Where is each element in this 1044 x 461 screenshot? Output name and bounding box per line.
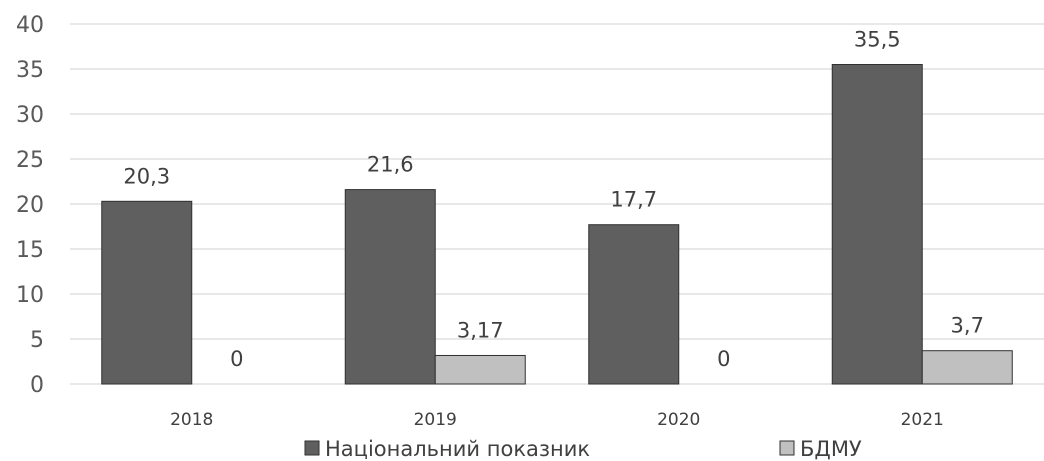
- x-category-label: 2019: [414, 410, 457, 430]
- bar: [831, 64, 923, 385]
- x-category-label: 2020: [657, 410, 700, 430]
- x-axis-categories: 2018 2019 2020 2021: [170, 410, 944, 430]
- data-label: 20,3: [123, 164, 170, 188]
- bar: [588, 224, 680, 385]
- data-label: 21,6: [367, 153, 414, 177]
- data-label: 35,5: [854, 28, 901, 52]
- y-tick-label: 35: [16, 58, 44, 83]
- bar: [921, 350, 1013, 385]
- y-tick-label: 25: [16, 148, 44, 173]
- y-tick-label: 10: [16, 283, 44, 308]
- y-tick-label: 20: [16, 193, 44, 218]
- data-label: 0: [717, 347, 730, 371]
- legend-swatch: [304, 440, 320, 456]
- data-label: 3,7: [951, 314, 984, 338]
- legend: Національний показник БДМУ: [304, 437, 862, 461]
- y-tick-label: 5: [30, 328, 44, 353]
- legend-swatch: [779, 440, 795, 456]
- data-labels: 20,3 0 21,6 3,17 17,7 0 35,5 3,7: [123, 28, 984, 372]
- data-label: 0: [230, 347, 243, 371]
- legend-label: БДМУ: [800, 437, 862, 461]
- bar: [434, 354, 526, 385]
- data-label: 3,17: [457, 318, 504, 342]
- x-category-label: 2018: [170, 410, 213, 430]
- y-tick-label: 15: [16, 238, 44, 263]
- gridlines: [70, 23, 1044, 385]
- bar: [344, 189, 436, 385]
- bars: [101, 64, 1013, 385]
- bar: [101, 200, 193, 385]
- data-label: 17,7: [610, 188, 657, 212]
- y-tick-label: 40: [16, 13, 44, 38]
- x-category-label: 2021: [901, 410, 944, 430]
- y-axis-ticks: 0 5 10 15 20 25 30 35 40: [16, 13, 44, 398]
- y-tick-label: 30: [16, 103, 44, 128]
- legend-label: Національний показник: [325, 437, 590, 461]
- y-tick-label: 0: [30, 373, 44, 398]
